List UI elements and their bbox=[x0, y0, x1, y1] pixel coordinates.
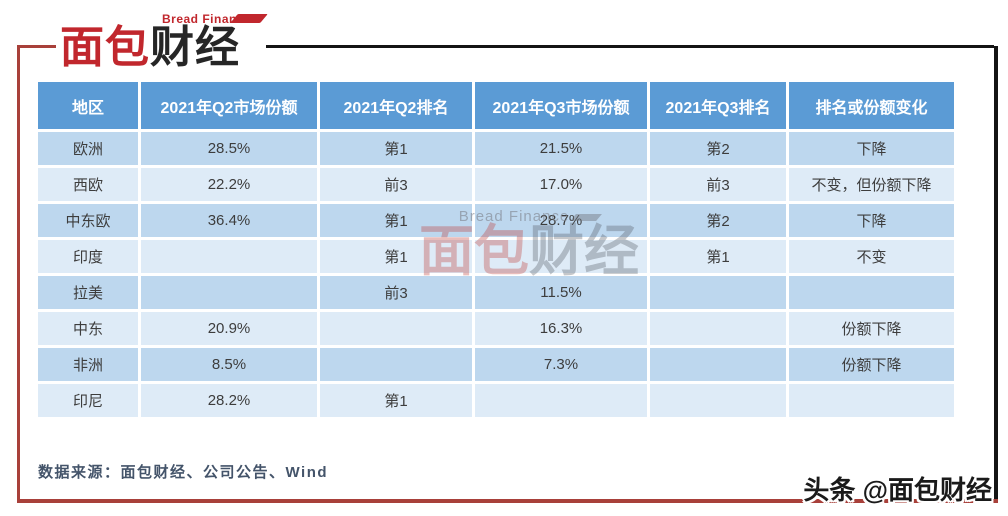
table-cell bbox=[141, 240, 317, 273]
table-cell: 下降 bbox=[789, 204, 954, 237]
table-cell bbox=[650, 348, 786, 381]
table-row: 印尼 28.2% 第1 bbox=[38, 384, 954, 417]
frame-top-red-line bbox=[17, 45, 62, 48]
column-header: 排名或份额变化 bbox=[789, 82, 954, 129]
table-cell: 拉美 bbox=[38, 276, 138, 309]
table-row: 拉美 前3 11.5% bbox=[38, 276, 954, 309]
table-cell: 前3 bbox=[320, 168, 472, 201]
table-cell bbox=[789, 384, 954, 417]
brand-logo: Bread Finance 面包财经 bbox=[56, 2, 268, 78]
table-row: 中东欧 36.4% 第1 28.7% 第2 下降 bbox=[38, 204, 954, 237]
table-cell: 不变 bbox=[789, 240, 954, 273]
table-cell: 20.9% bbox=[141, 312, 317, 345]
table-cell bbox=[789, 276, 954, 309]
table-cell: 28.5% bbox=[141, 132, 317, 165]
table-cell: 中东欧 bbox=[38, 204, 138, 237]
column-header: 2021年Q3市场份额 bbox=[475, 82, 647, 129]
table-cell: 下降 bbox=[789, 132, 954, 165]
column-header: 2021年Q3排名 bbox=[650, 82, 786, 129]
table-cell: 中东 bbox=[38, 312, 138, 345]
table-cell: 前3 bbox=[320, 276, 472, 309]
table-row: 非洲 8.5% 7.3% 份额下降 bbox=[38, 348, 954, 381]
table-cell: 36.4% bbox=[141, 204, 317, 237]
frame-right-line bbox=[994, 46, 998, 503]
table-cell: 11.5% bbox=[475, 276, 647, 309]
table-cell: 28.2% bbox=[141, 384, 317, 417]
table-cell: 28.7% bbox=[475, 204, 647, 237]
table-cell bbox=[650, 276, 786, 309]
table-cell: 印尼 bbox=[38, 384, 138, 417]
frame-top-black-line bbox=[258, 45, 994, 48]
table-row: 西欧 22.2% 前3 17.0% 前3 不变，但份额下降 bbox=[38, 168, 954, 201]
table-cell: 22.2% bbox=[141, 168, 317, 201]
table-cell: 不变，但份额下降 bbox=[789, 168, 954, 201]
table-cell: 西欧 bbox=[38, 168, 138, 201]
table-cell: 第1 bbox=[650, 240, 786, 273]
market-share-table: 地区 2021年Q2市场份额 2021年Q2排名 2021年Q3市场份额 2021年Q3… bbox=[35, 79, 957, 420]
column-header: 地区 bbox=[38, 82, 138, 129]
table-cell bbox=[650, 384, 786, 417]
toutiao-account-badge: 头条 @面包财经 bbox=[803, 475, 992, 505]
table-cell: 第1 bbox=[320, 384, 472, 417]
table-body: 欧洲 28.5% 第1 21.5% 第2 下降 西欧 22.2% 前3 17.0% 前3 不变，但份额… bbox=[38, 132, 954, 417]
table-cell: 7.3% bbox=[475, 348, 647, 381]
frame-left-line bbox=[17, 46, 20, 503]
table-row: 欧洲 28.5% 第1 21.5% 第2 下降 bbox=[38, 132, 954, 165]
table-cell bbox=[141, 276, 317, 309]
table-cell: 印度 bbox=[38, 240, 138, 273]
table-cell: 份额下降 bbox=[789, 348, 954, 381]
brand-swoosh-icon bbox=[230, 14, 268, 23]
table-row: 印度 第1 第1 不变 bbox=[38, 240, 954, 273]
brand-logo-title-dark: 财经 bbox=[150, 23, 240, 72]
data-source-note: 数据来源：面包财经、公司公告、Wind bbox=[38, 464, 329, 481]
table-cell: 16.3% bbox=[475, 312, 647, 345]
table-cell: 第1 bbox=[320, 132, 472, 165]
table-cell: 前3 bbox=[650, 168, 786, 201]
column-header: 2021年Q2市场份额 bbox=[141, 82, 317, 129]
brand-logo-title: 面包财经 bbox=[60, 23, 240, 72]
table-container: 地区 2021年Q2市场份额 2021年Q2排名 2021年Q3市场份额 2021年Q3… bbox=[35, 79, 957, 420]
table-cell: 第2 bbox=[650, 132, 786, 165]
brand-logo-subtitle: Bread Finance bbox=[162, 12, 252, 26]
table-cell: 第1 bbox=[320, 204, 472, 237]
table-cell bbox=[650, 312, 786, 345]
brand-logo-title-red: 面包 bbox=[60, 23, 150, 72]
table-cell: 17.0% bbox=[475, 168, 647, 201]
table-cell bbox=[475, 384, 647, 417]
table-row: 中东 20.9% 16.3% 份额下降 bbox=[38, 312, 954, 345]
table-cell: 第2 bbox=[650, 204, 786, 237]
frame-bottom-line bbox=[17, 499, 998, 503]
table-cell: 欧洲 bbox=[38, 132, 138, 165]
table-cell: 非洲 bbox=[38, 348, 138, 381]
column-header: 2021年Q2排名 bbox=[320, 82, 472, 129]
table-cell: 21.5% bbox=[475, 132, 647, 165]
table-cell: 8.5% bbox=[141, 348, 317, 381]
table-cell bbox=[320, 348, 472, 381]
table-header-row: 地区 2021年Q2市场份额 2021年Q2排名 2021年Q3市场份额 2021年Q3… bbox=[38, 82, 954, 129]
table-cell bbox=[320, 312, 472, 345]
table-cell bbox=[475, 240, 647, 273]
table-cell: 第1 bbox=[320, 240, 472, 273]
table-cell: 份额下降 bbox=[789, 312, 954, 345]
